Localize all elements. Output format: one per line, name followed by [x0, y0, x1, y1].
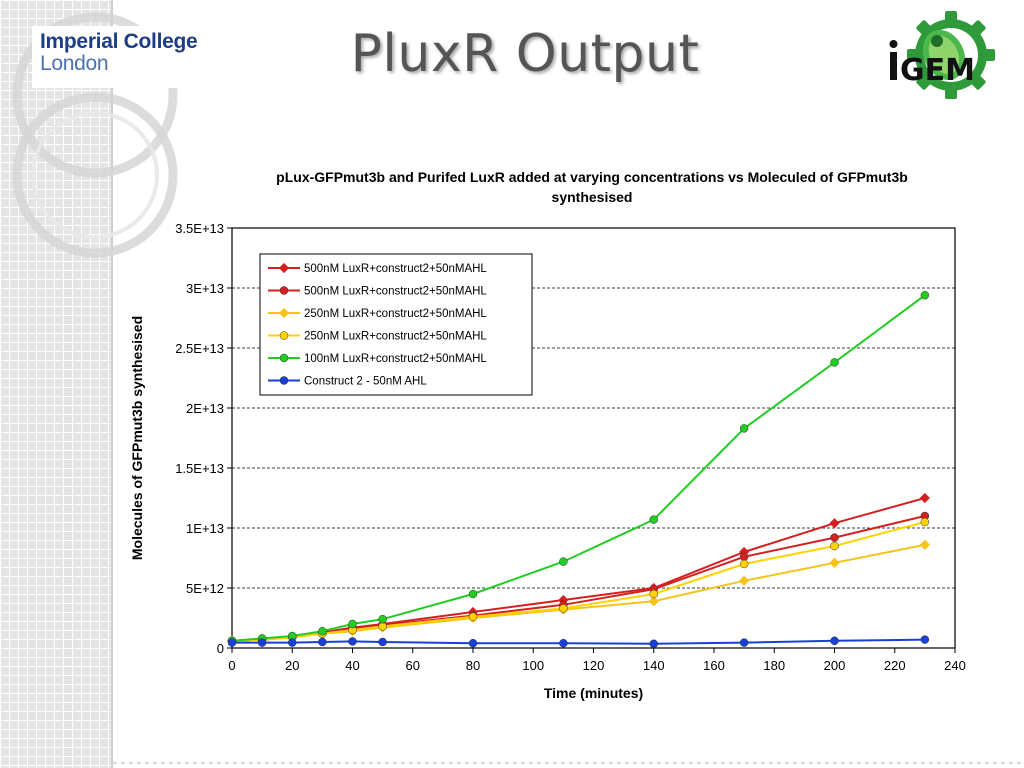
x-tick-label: 100	[522, 658, 544, 673]
igem-text-gem: GEM	[900, 53, 975, 88]
data-point	[830, 533, 839, 542]
legend-label: 500nM LuxR+construct2+50nMAHL	[304, 286, 487, 298]
data-point	[830, 358, 839, 367]
data-point	[348, 619, 357, 629]
y-tick-label: 2E+13	[186, 401, 224, 416]
x-tick-label: 120	[583, 658, 605, 673]
data-point	[559, 638, 568, 648]
data-point	[920, 635, 930, 644]
gear-and-cell-icon	[907, 11, 995, 99]
logo-line-1: Imperial College	[40, 30, 198, 53]
data-point	[378, 614, 387, 624]
y-tick-label: 1E+13	[186, 521, 224, 536]
slide-title: PluxR Output	[350, 24, 700, 84]
legend-marker	[278, 262, 290, 274]
legend-box	[259, 253, 533, 396]
legend-label: Construct 2 - 50nM AHL	[304, 376, 427, 388]
series-group	[227, 290, 930, 646]
data-point	[739, 559, 749, 569]
y-axis-label: Molecules of GFPmut3b synthesised	[129, 316, 145, 560]
data-point	[829, 557, 840, 568]
data-point	[919, 492, 930, 504]
data-point	[318, 626, 327, 636]
legend-label: 500nM LuxR+construct2+50nMAHL	[304, 263, 487, 275]
legend-label: 250nM LuxR+construct2+50nMAHL	[304, 331, 487, 343]
data-point	[468, 612, 478, 622]
imperial-college-logo: Imperial College London	[32, 26, 198, 88]
data-point	[468, 638, 478, 648]
data-point	[318, 637, 327, 647]
decorative-rings	[12, 12, 178, 258]
y-tick-label: 3E+13	[186, 281, 224, 296]
data-point	[919, 539, 930, 550]
x-tick-label: 220	[884, 658, 906, 673]
legend-marker	[278, 307, 290, 319]
y-tick-label: 2.5E+13	[175, 341, 224, 356]
data-point	[227, 638, 237, 647]
x-tick-label: 160	[703, 658, 725, 673]
x-tick-label: 0	[228, 658, 235, 673]
data-point	[739, 552, 749, 562]
plot-border	[231, 227, 956, 649]
x-axis-label: Time (minutes)	[544, 685, 643, 701]
x-tick-label: 60	[406, 658, 420, 673]
y-tick-label: 1.5E+13	[175, 461, 224, 476]
data-point	[559, 604, 568, 613]
data-point	[348, 637, 357, 646]
series-group	[227, 635, 930, 649]
legend-marker	[279, 376, 289, 385]
x-tick-label: 80	[466, 658, 480, 673]
x-tick-label: 240	[944, 658, 966, 673]
line-chart: pLux-GFPmut3b and Purifed LuxR added at …	[129, 169, 966, 701]
logo-line-2: London	[40, 52, 109, 75]
y-tick-label: 3.5E+13	[175, 221, 224, 236]
data-point	[739, 575, 750, 586]
data-point	[739, 638, 749, 647]
series-line	[232, 638, 925, 645]
data-point	[830, 541, 839, 551]
series-line	[231, 521, 926, 642]
data-point	[257, 638, 267, 647]
data-point	[830, 636, 839, 646]
y-tick-label: 0	[217, 641, 224, 656]
legend-marker	[279, 286, 289, 295]
data-point	[378, 637, 387, 647]
chart-title-line: pLux-GFPmut3b and Purifed LuxR added at …	[276, 169, 908, 185]
chart-title-line: synthesised	[552, 189, 633, 205]
legend-marker	[279, 331, 289, 340]
data-point	[920, 517, 930, 527]
data-point	[559, 557, 568, 566]
legend-label: 100nM LuxR+construct2+50nMAHL	[304, 353, 487, 365]
x-tick-label: 40	[345, 658, 359, 673]
y-tick-label: 5E+12	[186, 581, 224, 596]
data-point	[829, 518, 840, 529]
data-point	[468, 589, 478, 599]
data-point	[648, 596, 659, 607]
x-tick-label: 180	[763, 658, 785, 673]
data-point	[288, 638, 297, 647]
x-tick-label: 200	[824, 658, 846, 673]
data-point	[739, 424, 749, 433]
legend-label: 250nM LuxR+construct2+50nMAHL	[304, 308, 487, 320]
data-point	[649, 515, 658, 524]
x-tick-label: 20	[285, 658, 299, 673]
data-point	[920, 290, 930, 300]
data-point	[649, 639, 658, 649]
legend-marker	[279, 353, 289, 363]
series-line	[231, 294, 926, 642]
x-tick-label: 140	[643, 658, 665, 673]
data-point	[378, 622, 387, 631]
data-point	[649, 589, 658, 599]
igem-logo: GEM	[889, 11, 995, 99]
decorative-bottom-line	[113, 762, 1024, 764]
